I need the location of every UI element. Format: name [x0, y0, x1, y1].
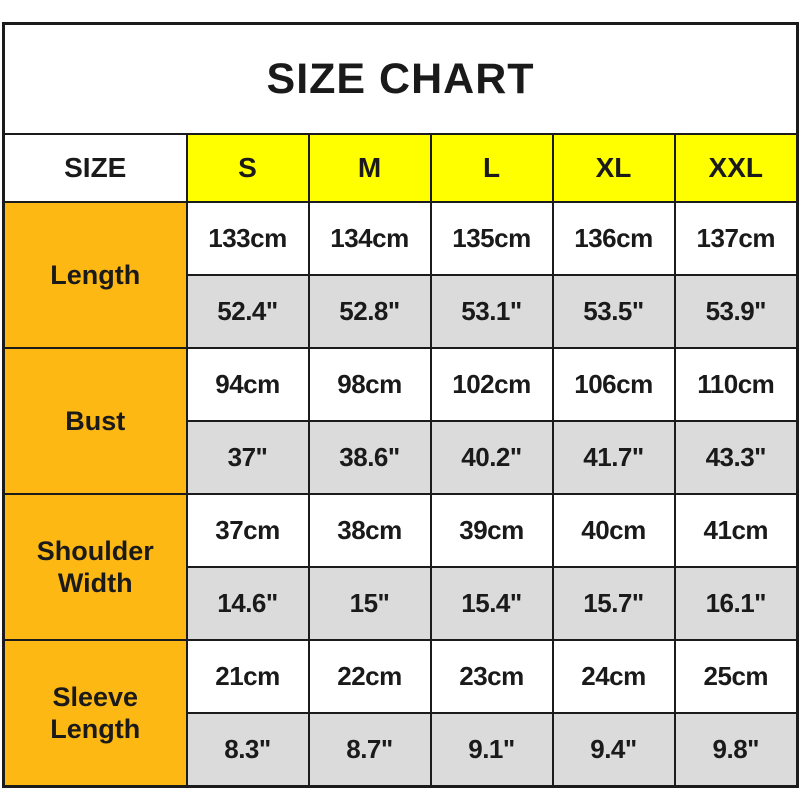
title-row: SIZE CHART — [2, 22, 799, 135]
table-row-length-inch: 52.4" 52.8" 53.1" 53.5" 53.9" — [4, 274, 799, 349]
value-cell: 8.7" — [307, 712, 432, 788]
value-cell: 40cm — [551, 493, 676, 568]
size-header-xl: XL — [551, 133, 676, 203]
value-cell: 134cm — [307, 201, 432, 276]
row-label-bust: Bust — [2, 347, 188, 495]
value-cell: 39cm — [429, 493, 554, 568]
value-cell: 9.1" — [429, 712, 554, 788]
table-row-sleeve-inch: 8.3" 8.7" 9.1" 9.4" 9.8" — [4, 712, 799, 788]
row-label-shoulder-width: Shoulder Width — [2, 493, 188, 641]
value-cell: 38.6" — [307, 420, 432, 495]
value-cell: 8.3" — [185, 712, 310, 788]
value-cell: 136cm — [551, 201, 676, 276]
value-cell: 106cm — [551, 347, 676, 422]
value-cell: 14.6" — [185, 566, 310, 641]
value-cell: 41cm — [673, 493, 799, 568]
value-cell: 37cm — [185, 493, 310, 568]
table-row-length-cm: Length 133cm 134cm 135cm 136cm 137cm — [2, 201, 799, 349]
value-cell: 94cm — [185, 347, 310, 422]
value-cell: 133cm — [185, 201, 310, 276]
table-row-bust-inch: 37" 38.6" 40.2" 41.7" 43.3" — [4, 420, 799, 495]
value-cell: 135cm — [429, 201, 554, 276]
value-cell: 24cm — [551, 639, 676, 714]
value-cell: 25cm — [673, 639, 799, 714]
value-cell: 53.9" — [673, 274, 799, 349]
chart-title: SIZE CHART — [2, 22, 799, 135]
size-chart-table: SIZE CHART SIZE S M L XL XXL Length 133c… — [2, 22, 800, 788]
value-cell: 15.4" — [429, 566, 554, 641]
value-cell: 52.4" — [185, 274, 310, 349]
size-header-l: L — [429, 133, 554, 203]
value-cell: 41.7" — [551, 420, 676, 495]
table-row-sleeve-cm: Sleeve Length 21cm 22cm 23cm 24cm 25cm — [2, 639, 799, 788]
value-cell: 102cm — [429, 347, 554, 422]
table-row-bust-cm: Bust 94cm 98cm 102cm 106cm 110cm — [2, 347, 799, 495]
value-cell: 53.1" — [429, 274, 554, 349]
value-cell: 37" — [185, 420, 310, 495]
value-cell: 9.4" — [551, 712, 676, 788]
value-cell: 23cm — [429, 639, 554, 714]
value-cell: 22cm — [307, 639, 432, 714]
value-cell: 43.3" — [673, 420, 799, 495]
size-header-row: SIZE S M L XL XXL — [2, 133, 799, 203]
value-cell: 9.8" — [673, 712, 799, 788]
row-label-sleeve-length: Sleeve Length — [2, 639, 188, 788]
value-cell: 16.1" — [673, 566, 799, 641]
value-cell: 15" — [307, 566, 432, 641]
value-cell: 53.5" — [551, 274, 676, 349]
size-column-header: SIZE — [2, 133, 188, 203]
value-cell: 110cm — [673, 347, 799, 422]
value-cell: 15.7" — [551, 566, 676, 641]
value-cell: 38cm — [307, 493, 432, 568]
size-header-xxl: XXL — [673, 133, 799, 203]
size-header-m: M — [307, 133, 432, 203]
value-cell: 52.8" — [307, 274, 432, 349]
value-cell: 98cm — [307, 347, 432, 422]
value-cell: 40.2" — [429, 420, 554, 495]
value-cell: 137cm — [673, 201, 799, 276]
row-label-length: Length — [2, 201, 188, 349]
size-header-s: S — [185, 133, 310, 203]
table-row-shoulder-cm: Shoulder Width 37cm 38cm 39cm 40cm 41cm — [2, 493, 799, 641]
table-row-shoulder-inch: 14.6" 15" 15.4" 15.7" 16.1" — [4, 566, 799, 641]
value-cell: 21cm — [185, 639, 310, 714]
